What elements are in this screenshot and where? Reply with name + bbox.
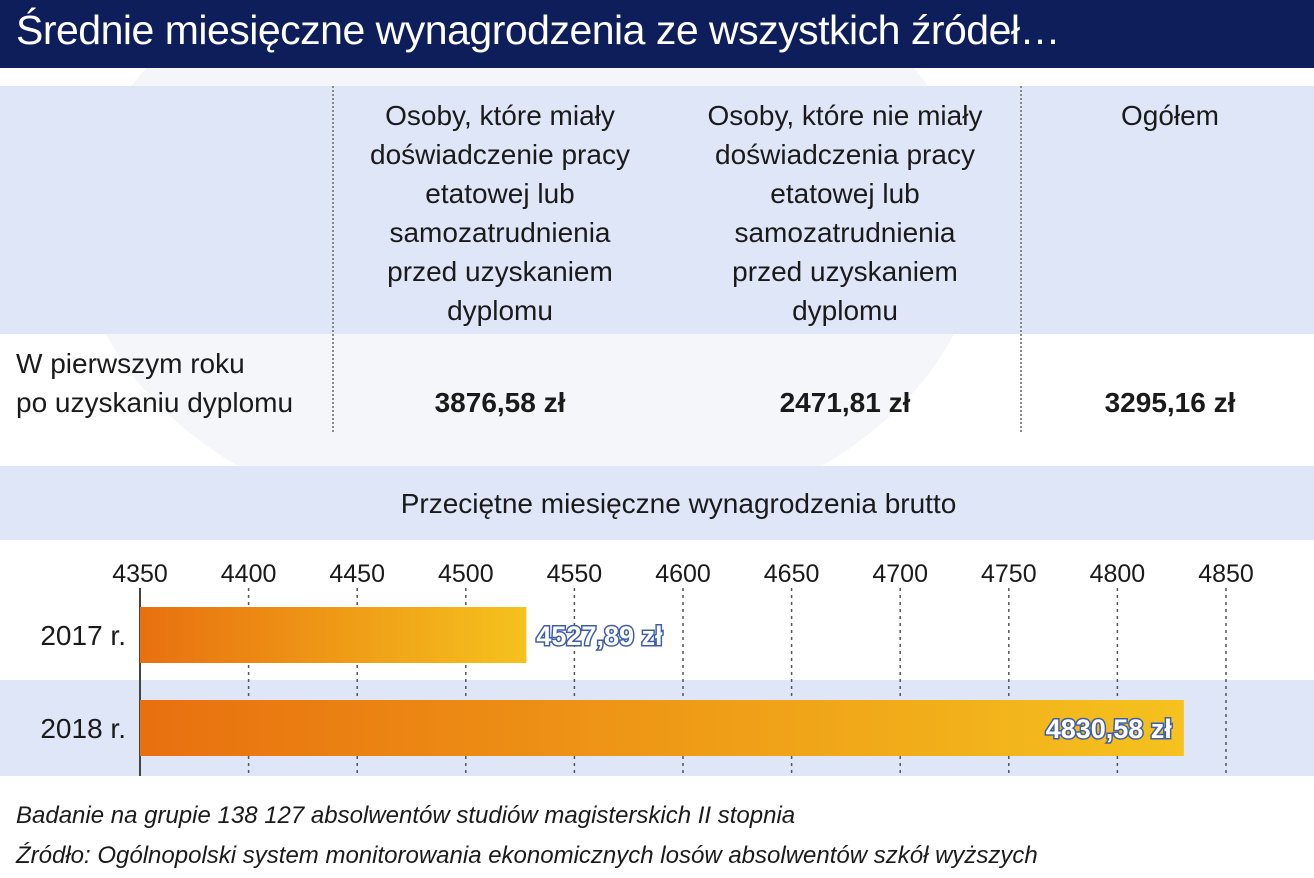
header-line: Osoby, które nie miały [707,100,983,131]
x-tick-label: 4600 [655,560,711,588]
header-line: samozatrudnienia [734,217,956,248]
x-tick-label: 4750 [981,560,1037,588]
chart-title: Przeciętne miesięczne wynagrodzenia brut… [400,488,957,519]
x-tick-label: 4500 [438,560,494,588]
x-tick-label: 4350 [112,560,168,588]
header-with-experience: Osoby, które miały doświadczenie pracy e… [340,96,660,330]
header-total: Ogółem [1030,96,1310,135]
header-line: Ogółem [1120,100,1220,131]
header-line: etatowej lub [425,178,575,209]
x-tick-label: 4800 [1090,560,1146,588]
data-label: 4830,58 zł [1046,714,1173,744]
value-with-experience: 3876,58 zł [434,387,566,418]
footnote-source: Źródło: Ogólnopolski system monitorowani… [16,842,1038,869]
data-label: 4527,89 zł [536,621,663,651]
x-tick-label: 4550 [547,560,603,588]
category-label: 2018 r. [40,713,126,744]
bar-chart: 4350 4400 4450 4500 4550 4600 4650 4700 4750 4800… [40,560,1254,776]
row-label-line: po uzyskaniu dyplomu [16,387,294,418]
page-title: Średnie miesięczne wynagrodzenia ze wszy… [16,7,1061,53]
table-header-background [0,86,1314,334]
row-label: W pierwszym roku po uzyskaniu dyplomu [16,344,293,422]
bar [140,700,1184,756]
value-without-experience: 2471,81 zł [779,387,911,418]
header-line: etatowej lub [770,178,920,209]
header-line: dyplomu [792,295,898,326]
x-tick-label: 4450 [329,560,385,588]
x-tick-label: 4400 [221,560,277,588]
x-tick-label: 4650 [764,560,820,588]
header-line: Osoby, które miały [385,100,615,131]
title-bar: Średnie miesięczne wynagrodzenia ze wszy… [0,0,1314,68]
header-line: przed uzyskaniem [387,256,613,287]
header-line: doświadczenie pracy [370,139,630,170]
x-tick-label: 4700 [872,560,928,588]
header-line: przed uzyskaniem [732,256,958,287]
column-separator [332,86,334,432]
value-total: 3295,16 zł [1104,387,1236,418]
chart-title-background [0,466,1314,540]
x-tick-label: 4850 [1198,560,1254,588]
category-label: 2017 r. [40,620,126,651]
bar [140,607,527,663]
column-separator [1020,86,1022,432]
footnote-sample: Badanie na grupie 138 127 absolwentów st… [16,802,796,829]
header-line: dyplomu [447,295,553,326]
header-without-experience: Osoby, które nie miały doświadczenia pra… [675,96,1015,330]
header-line: samozatrudnienia [389,217,611,248]
row-label-line: W pierwszym roku [16,348,245,379]
header-line: doświadczenia pracy [715,139,975,170]
